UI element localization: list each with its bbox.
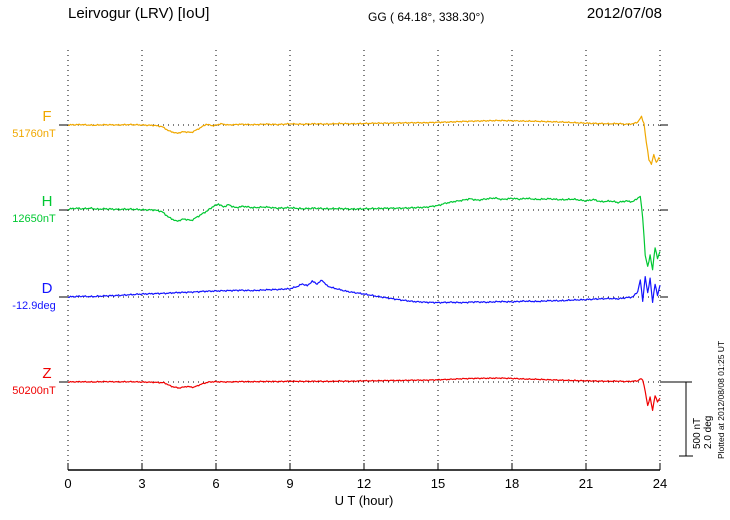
coords-label: GG ( 64.18°, 338.30°) (368, 10, 485, 24)
x-tick-label: 12 (356, 476, 372, 491)
x-tick-label: 3 (138, 476, 146, 491)
series-baseline-D: -12.9deg (12, 300, 56, 312)
chart-title: Leirvogur (LRV) [IoU] (68, 5, 210, 22)
series-label-Z: Z (42, 365, 52, 382)
series-baseline-Z: 50200nT (12, 385, 56, 397)
x-axis-title: U T (hour) (334, 493, 394, 508)
x-tick-label: 6 (212, 476, 220, 491)
x-tick-label: 21 (578, 476, 594, 491)
scale-bar-label-nt: 500 nT (692, 417, 703, 449)
scale-bar-label-deg: 2.0 deg (703, 415, 714, 449)
series-baseline-F: 51760nT (12, 128, 56, 140)
series-label-H: H (41, 193, 53, 210)
series-label-D: D (41, 280, 53, 297)
series-label-F: F (42, 108, 52, 125)
x-tick-label: 15 (430, 476, 446, 491)
x-tick-label: 24 (652, 476, 668, 491)
plotted-at-note: Plotted at 2012/08/08 01:25 UT (716, 340, 726, 459)
x-tick-label: 18 (504, 476, 520, 491)
date-label: 2012/07/08 (586, 5, 662, 22)
series-baseline-H: 12650nT (12, 213, 56, 225)
x-tick-label: 9 (286, 476, 294, 491)
x-tick-label: 0 (64, 476, 72, 491)
